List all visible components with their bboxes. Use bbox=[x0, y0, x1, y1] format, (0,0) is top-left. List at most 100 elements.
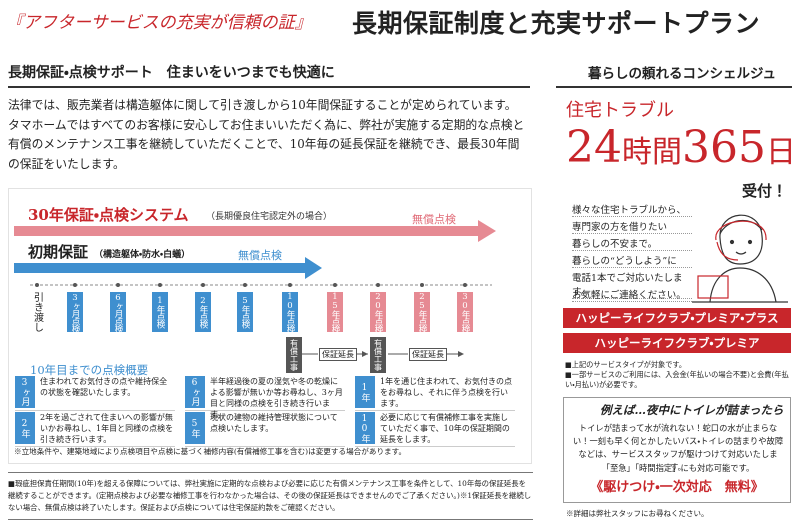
overview-item: 3ヶ月 住まわれてお気付きの点や維持保全の状態を確認いたします。 bbox=[15, 374, 175, 411]
system-title: 30年保証・点検システム bbox=[28, 206, 189, 224]
inspection-text: 10年点検 bbox=[285, 291, 295, 333]
system-note: （長期優良住宅認定外の場合） bbox=[206, 212, 333, 222]
example-box bbox=[563, 397, 791, 503]
inspection-point: 10年点検 bbox=[282, 292, 298, 332]
header-title: 長期保証制度と充実サポートプラン bbox=[352, 9, 761, 38]
overview-label-text: 1年 bbox=[359, 382, 370, 402]
hours-num: 24 bbox=[566, 122, 622, 173]
inspection-point: 15年点検 bbox=[327, 292, 343, 332]
plan-note: ■上記のサービスタイプが対象です。 bbox=[565, 360, 687, 369]
timeline-dot bbox=[420, 283, 424, 287]
inspection-point: 30年点検 bbox=[457, 292, 473, 332]
rule bbox=[8, 86, 530, 88]
initial-arrow bbox=[14, 257, 322, 279]
overview-label-text: 3ヶ月 bbox=[19, 378, 30, 406]
overview-label: 5年 bbox=[185, 412, 205, 444]
example-title: 例えば…夜中にトイレが詰まったら bbox=[600, 403, 784, 417]
inspection-text: 6ヶ月点検 bbox=[113, 292, 123, 332]
timeline-dot bbox=[73, 283, 77, 287]
overview-label-text: 10年 bbox=[359, 413, 370, 443]
overview-label: 6ヶ月 bbox=[185, 376, 205, 408]
overview-title: 10年目までの点検概要 bbox=[30, 363, 149, 377]
inspection-text: 5年点検 bbox=[240, 296, 250, 328]
timeline-dot bbox=[158, 283, 162, 287]
timeline-dot bbox=[463, 283, 467, 287]
timeline-dot bbox=[116, 283, 120, 287]
plan-button: ハッピーライフクラブ・プレミア・プラス bbox=[563, 308, 791, 328]
long-term-arrow bbox=[14, 220, 496, 242]
example-text: トイレが詰まって水が流れない！蛇口の水が止まらない！一刻も早く何とかしたいバス・… bbox=[572, 423, 784, 472]
inspection-point: 20年点検 bbox=[370, 292, 386, 332]
extension-label: 保証延長 bbox=[319, 348, 357, 361]
timeline-dot bbox=[288, 283, 292, 287]
diagram-arrows bbox=[14, 220, 496, 357]
overview-label-text: 5年 bbox=[189, 418, 200, 438]
concierge-line: 暮らしの“どうしよう”に bbox=[572, 253, 692, 268]
handover: 引き渡し bbox=[29, 292, 45, 334]
inspection-text: 1年点検 bbox=[155, 296, 165, 328]
section-heading: 暮らしの頼れるコンシェルジュ bbox=[588, 66, 777, 82]
inspection-point: 25年点検 bbox=[414, 292, 430, 332]
body-text: 法律では、販売業者は構造躯体に関して引き渡しから10年間保証することが定められて… bbox=[8, 98, 525, 171]
example-urgent: 「至急」「時間指定」にも対応可能です。 bbox=[601, 463, 755, 473]
overview-item: 6ヶ月 半年経過後の夏の湿気や冬の乾燥による影響が無いか等お尋ねし、3ヶ月目と同様… bbox=[185, 374, 345, 419]
overview-text: 住まわれてお気付きの点や維持保全の状態を確認いたします。 bbox=[40, 377, 168, 397]
initial-note: （構造躯体・防水・白蟻） bbox=[94, 250, 191, 260]
extension-label: 保証延長 bbox=[409, 348, 447, 361]
paid-work-text: 有償工事 bbox=[373, 339, 383, 371]
overview-item: 5年 現状の建物の維持管理状態について点検いたします。 bbox=[185, 410, 345, 447]
inspection-point: 3ヶ月点検 bbox=[67, 292, 83, 332]
concierge-line: お気軽にご連絡ください。 bbox=[572, 287, 692, 302]
inspection-point: 2年点検 bbox=[195, 292, 211, 332]
overview-item: 10年 必要に応じて有償補修工事を実施していただく事で、10年の保証期間の延長をし… bbox=[355, 410, 515, 447]
inspection-point: 1年点検 bbox=[152, 292, 168, 332]
overview-text: 半年経過後の夏の湿気や冬の乾燥による影響が無いか等お尋ねし、3ヶ月目と同様の点検… bbox=[210, 377, 343, 419]
paid-work: 有償工事 bbox=[286, 337, 302, 373]
hours-unit: 日 bbox=[765, 135, 796, 170]
overview-text: 現状の建物の維持管理状態について点検いたします。 bbox=[210, 413, 338, 433]
overview-label-text: 6ヶ月 bbox=[189, 378, 200, 406]
timeline-dot bbox=[333, 283, 337, 287]
inspection-text: 25年点検 bbox=[417, 291, 427, 333]
extension-head bbox=[458, 351, 464, 357]
concierge-line: 暮らしの不安まで。 bbox=[572, 236, 692, 251]
overview-label: 10年 bbox=[355, 412, 375, 444]
overview-label: 2年 bbox=[15, 412, 35, 444]
free-label: 無償点検 bbox=[412, 213, 456, 226]
timeline-dot bbox=[35, 283, 39, 287]
rule bbox=[8, 472, 533, 473]
hours: 24時間365日 bbox=[566, 122, 796, 173]
diagram-frame bbox=[8, 188, 532, 464]
concierge-line: 電話1本でご対応いたします。 bbox=[572, 270, 692, 299]
inspection-text: 2年点検 bbox=[198, 296, 208, 328]
rule bbox=[8, 519, 533, 520]
inspection-text: 20年点検 bbox=[373, 291, 383, 333]
overview-item: 2年 2年を過ごされて住まいへの影響が無いかお尋ねし、1年目と同様の点検を引き続き… bbox=[15, 410, 175, 447]
footnote: ■瑕疵担保責任期間(10年)を超える保障については、弊社実施に定期的な点検および… bbox=[8, 479, 532, 512]
initial-title: 初期保証 bbox=[28, 243, 89, 261]
rule bbox=[556, 86, 792, 88]
hours-num: 365 bbox=[682, 122, 766, 173]
concierge-line: 専門家の方を借りたい bbox=[572, 219, 692, 234]
overview-text: 必要に応じて有償補修工事を実施していただく事で、10年の保証期間の延長をします。 bbox=[380, 413, 510, 444]
section-heading: 長期保証・点検サポート 住まいをいつまでも快適に bbox=[8, 65, 335, 81]
overview-note: ※立地条件や、建築地域により点検項目や点検に基づく補修内容(有償補修工事を含む)… bbox=[14, 447, 407, 456]
operator-illustration bbox=[692, 214, 788, 303]
inspection-text: 30年点検 bbox=[460, 291, 470, 333]
header-lead: 『アフターサービスの充実が信頼の証』 bbox=[6, 13, 312, 33]
overview-label: 3ヶ月 bbox=[15, 376, 35, 408]
trouble: 住宅トラブル bbox=[566, 100, 674, 121]
timeline-dot bbox=[201, 283, 205, 287]
overview-item: 1年 1年を通じ住まわれて、お気付きの点をお尋ねし、それに伴う点検を行います。 bbox=[355, 374, 515, 411]
inspection-text: 3ヶ月点検 bbox=[70, 292, 80, 332]
plan-button: ハッピーライフクラブ・プレミア bbox=[563, 333, 791, 353]
inspection-text: 15年点検 bbox=[330, 291, 340, 333]
concierge-line: 様々な住宅トラブルから、 bbox=[572, 202, 692, 217]
free-label: 無償点検 bbox=[238, 249, 282, 262]
overview-label-text: 2年 bbox=[19, 418, 30, 438]
inspection-point: 5年点検 bbox=[237, 292, 253, 332]
accept: 受付！ bbox=[742, 182, 788, 200]
paid-work: 有償工事 bbox=[370, 337, 386, 373]
inspection-point: 6ヶ月点検 bbox=[110, 292, 126, 332]
